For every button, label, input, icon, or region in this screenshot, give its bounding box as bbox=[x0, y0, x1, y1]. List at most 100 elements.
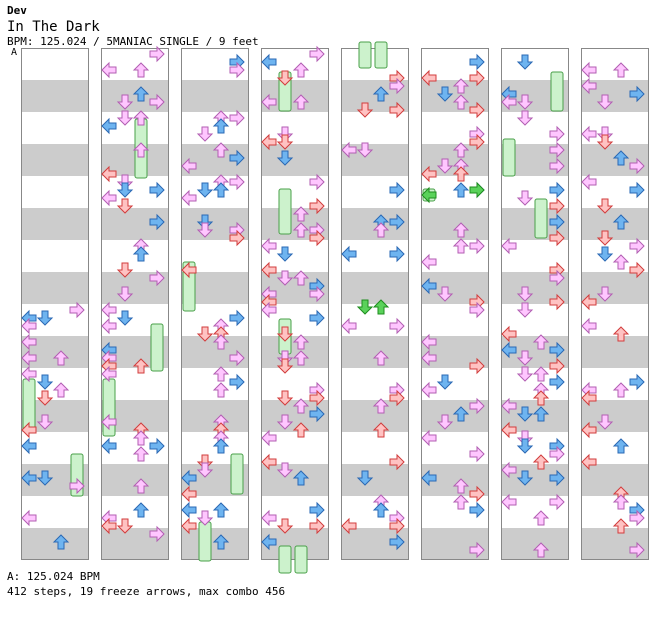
step-arrow bbox=[37, 374, 53, 390]
step-arrow bbox=[581, 174, 597, 190]
measure-stripe bbox=[21, 144, 89, 176]
measure-stripe bbox=[581, 208, 649, 240]
step-arrow bbox=[389, 318, 405, 334]
step-arrow bbox=[261, 238, 277, 254]
measure-stripe bbox=[261, 464, 329, 496]
step-arrow bbox=[517, 302, 533, 318]
step-arrow bbox=[629, 238, 645, 254]
footer-stats: 412 steps, 19 freeze arrows, max combo 4… bbox=[7, 585, 286, 598]
step-arrow bbox=[437, 374, 453, 390]
step-arrow bbox=[469, 182, 485, 198]
step-arrow bbox=[133, 62, 149, 78]
step-arrow bbox=[37, 310, 53, 326]
step-arrow bbox=[581, 62, 597, 78]
step-arrow bbox=[277, 246, 293, 262]
step-arrow bbox=[517, 190, 533, 206]
step-arrow bbox=[101, 190, 117, 206]
step-arrow bbox=[549, 182, 565, 198]
step-arrow bbox=[117, 110, 133, 126]
step-arrow bbox=[293, 62, 309, 78]
measure-stripe bbox=[341, 272, 409, 304]
step-arrow bbox=[101, 438, 117, 454]
step-arrow bbox=[213, 118, 229, 134]
step-arrow bbox=[213, 438, 229, 454]
measure-stripe bbox=[21, 80, 89, 112]
step-arrow bbox=[101, 118, 117, 134]
freeze-arrow bbox=[150, 323, 164, 372]
freeze-arrow bbox=[294, 545, 308, 574]
step-arrow bbox=[261, 54, 277, 70]
step-arrow bbox=[133, 502, 149, 518]
step-arrow bbox=[181, 190, 197, 206]
step-arrow bbox=[613, 438, 629, 454]
step-arrow bbox=[149, 438, 165, 454]
step-arrow bbox=[229, 110, 245, 126]
step-arrow bbox=[469, 54, 485, 70]
step-arrow bbox=[261, 510, 277, 526]
freeze-arrow bbox=[278, 545, 292, 574]
step-arrow bbox=[229, 310, 245, 326]
freeze-arrow bbox=[230, 453, 244, 495]
step-arrow bbox=[453, 494, 469, 510]
step-arrow bbox=[421, 430, 437, 446]
step-arrow bbox=[213, 502, 229, 518]
step-arrow bbox=[341, 246, 357, 262]
step-arrow bbox=[549, 374, 565, 390]
chart-column bbox=[21, 48, 89, 560]
footer-bpm: A: 125.024 BPM bbox=[7, 570, 100, 583]
step-arrow bbox=[213, 382, 229, 398]
measure-stripe bbox=[581, 464, 649, 496]
chart-column bbox=[421, 48, 489, 560]
step-arrow bbox=[501, 494, 517, 510]
step-arrow bbox=[197, 182, 213, 198]
measure-stripe bbox=[341, 336, 409, 368]
step-arrow bbox=[517, 54, 533, 70]
step-arrow bbox=[229, 374, 245, 390]
song-title: In The Dark bbox=[7, 19, 100, 35]
step-arrow bbox=[309, 310, 325, 326]
step-arrow bbox=[69, 302, 85, 318]
step-arrow bbox=[197, 126, 213, 142]
author-name: Dev bbox=[7, 4, 27, 17]
freeze-arrow bbox=[502, 138, 516, 177]
step-arrow bbox=[389, 246, 405, 262]
step-arrow bbox=[133, 446, 149, 462]
step-arrow bbox=[117, 182, 133, 198]
step-arrow bbox=[101, 318, 117, 334]
bpm-marker-label: A bbox=[11, 47, 18, 58]
measure-stripe bbox=[581, 336, 649, 368]
measure-stripe bbox=[181, 528, 249, 560]
step-arrow bbox=[389, 182, 405, 198]
measure-stripe bbox=[261, 144, 329, 176]
step-arrow bbox=[21, 510, 37, 526]
step-arrow bbox=[309, 46, 325, 62]
step-arrow bbox=[533, 366, 549, 382]
chart-info: BPM: 125.024 / 5MANIAC SINGLE / 9 feet bbox=[7, 35, 259, 48]
step-arrow bbox=[101, 302, 117, 318]
step-arrow bbox=[581, 126, 597, 142]
step-arrow bbox=[309, 174, 325, 190]
step-arrow bbox=[133, 246, 149, 262]
measure-stripe bbox=[261, 80, 329, 112]
step-arrow bbox=[213, 182, 229, 198]
step-arrow bbox=[421, 254, 437, 270]
freeze-arrow bbox=[374, 41, 388, 69]
step-arrow bbox=[613, 254, 629, 270]
step-arrow bbox=[469, 502, 485, 518]
chart-column bbox=[181, 48, 249, 560]
step-arrow bbox=[309, 502, 325, 518]
step-arrow bbox=[117, 310, 133, 326]
measure-stripe bbox=[21, 208, 89, 240]
step-arrow bbox=[517, 110, 533, 126]
freeze-arrow bbox=[534, 198, 548, 239]
step-arrow bbox=[613, 494, 629, 510]
measure-stripe bbox=[341, 464, 409, 496]
chart-column bbox=[501, 48, 569, 560]
freeze-arrow bbox=[278, 188, 292, 235]
step-arrow bbox=[581, 318, 597, 334]
step-arrow bbox=[149, 46, 165, 62]
step-arrow bbox=[213, 366, 229, 382]
measure-stripe bbox=[181, 80, 249, 112]
step-arrow bbox=[373, 502, 389, 518]
